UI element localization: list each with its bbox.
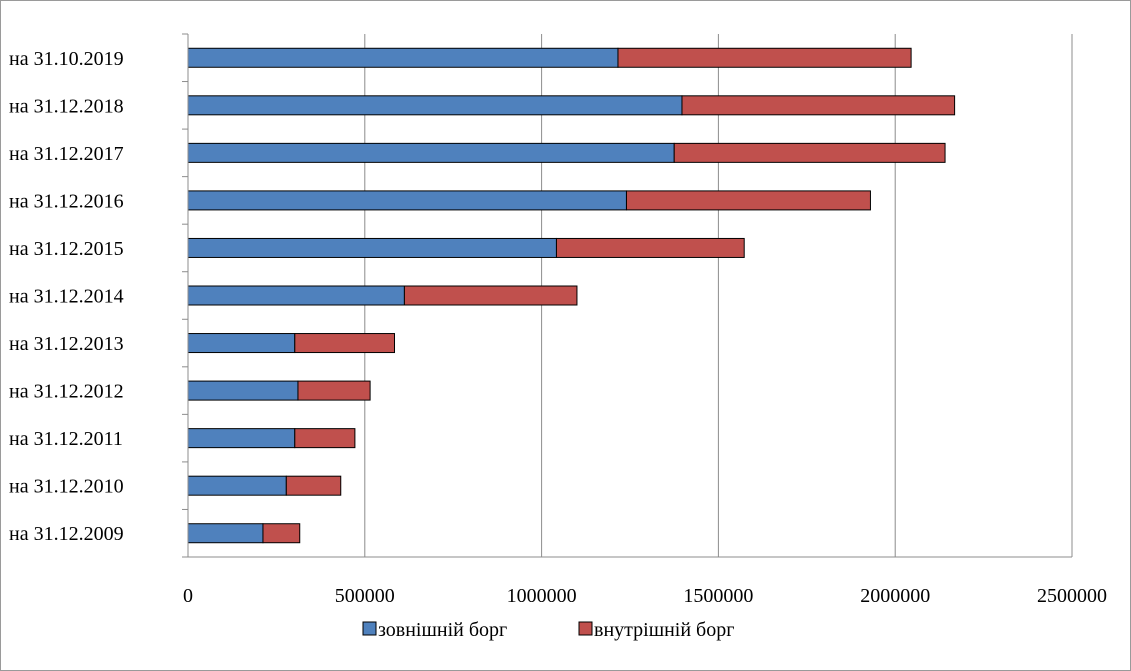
- bar-segment-external-debt: [187, 285, 405, 306]
- axes: [182, 33, 1072, 558]
- category-label: на 31.12.2015: [9, 238, 124, 260]
- bar-segment-internal-debt: [625, 190, 871, 211]
- bar-segment-external-debt: [187, 95, 683, 116]
- category-label: на 31.12.2014: [9, 286, 124, 308]
- x-tick-label: 1000000: [507, 585, 577, 607]
- category-label: на 31.10.2019: [9, 48, 124, 70]
- category-label: на 31.12.2010: [9, 476, 124, 498]
- bar-segment-external-debt: [187, 380, 299, 401]
- x-tick-labels: 0 500000 1000000 1500000 2000000 2500000: [183, 585, 1107, 607]
- bar-segment-internal-debt: [673, 142, 946, 163]
- gridlines: [364, 34, 1073, 557]
- bar-segment-internal-debt: [617, 47, 912, 68]
- category-label: на 31.12.2012: [9, 381, 124, 403]
- bar-segment-internal-debt: [403, 285, 578, 306]
- bar-segment-external-debt: [187, 190, 627, 211]
- bar-segment-internal-debt: [297, 380, 371, 401]
- bar-segment-external-debt: [187, 47, 619, 68]
- bar-segment-internal-debt: [294, 428, 356, 449]
- bar-segment-internal-debt: [555, 237, 745, 258]
- legend-label-external-debt: зовнішній борг: [378, 619, 507, 641]
- bar-segment-external-debt: [187, 142, 675, 163]
- bar-segment-internal-debt: [262, 523, 301, 544]
- legend-label-internal-debt: внутрішній борг: [594, 619, 734, 641]
- category-label: на 31.12.2009: [9, 523, 124, 545]
- bar-segment-external-debt: [187, 475, 287, 496]
- bars: [187, 47, 956, 544]
- x-tick-label: 2000000: [860, 585, 930, 607]
- category-label: на 31.12.2018: [9, 95, 124, 117]
- legend-swatch-external-debt: [362, 621, 377, 636]
- bar-segment-external-debt: [187, 523, 264, 544]
- category-label: на 31.12.2011: [9, 428, 123, 450]
- bar-segment-internal-debt: [285, 475, 342, 496]
- x-tick-label: 0: [183, 585, 193, 607]
- category-label: на 31.12.2017: [9, 143, 124, 165]
- bar-segment-internal-debt: [681, 95, 956, 116]
- bar-segment-external-debt: [187, 428, 296, 449]
- legend-swatch-internal-debt: [578, 621, 593, 636]
- x-tick-label: 1500000: [683, 585, 753, 607]
- category-label: на 31.12.2016: [9, 190, 124, 212]
- bar-segment-external-debt: [187, 333, 296, 354]
- x-tick-label: 2500000: [1037, 585, 1107, 607]
- legend: зовнішній борг внутрішній борг: [362, 619, 734, 641]
- category-labels: на 31.12.2009 на 31.12.2010 на 31.12.2011 н…: [9, 48, 124, 545]
- x-tick-label: 500000: [335, 585, 395, 607]
- bar-segment-internal-debt: [294, 333, 396, 354]
- bar-segment-external-debt: [187, 237, 557, 258]
- category-label: на 31.12.2013: [9, 333, 124, 355]
